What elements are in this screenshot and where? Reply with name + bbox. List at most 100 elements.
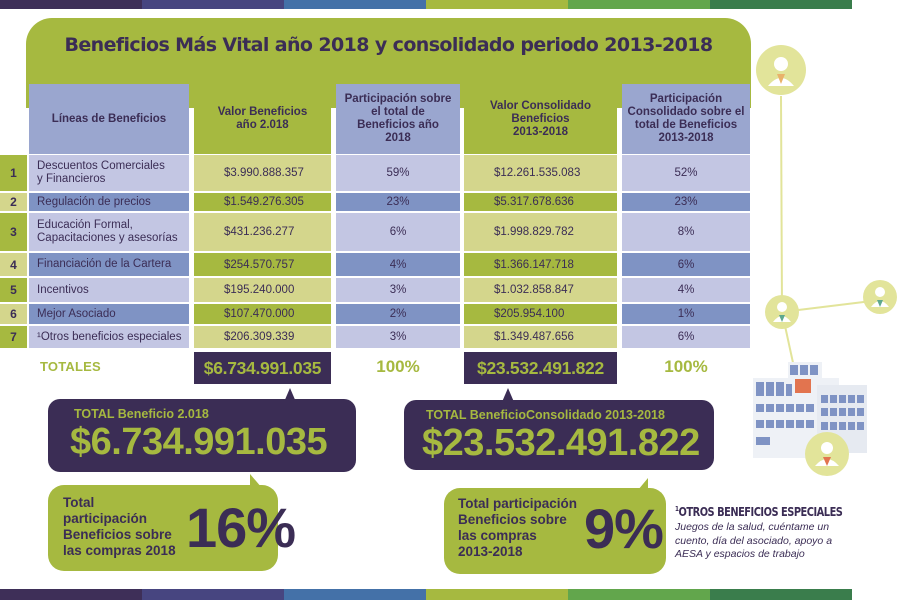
stripe-segment xyxy=(284,0,426,9)
stripe-segment xyxy=(0,589,142,600)
table-row: 5 Incentivos $195.240.000 3% $1.032.858.847 4… xyxy=(0,278,750,302)
cell-part-consolidado: 8% xyxy=(622,213,750,251)
cell-valor-consolidado: $1.349.487.656 xyxy=(464,326,617,348)
stripe-segment xyxy=(568,0,710,9)
row-label: Regulación de precios xyxy=(29,193,189,211)
callout-part-2018: Total participación Beneficios sobre las… xyxy=(48,485,296,571)
row-number: 1 xyxy=(0,155,27,191)
row-number: 7 xyxy=(0,326,27,348)
row-number: 4 xyxy=(0,253,27,276)
table-row: 2 Regulación de precios $1.549.276.305 23% $… xyxy=(0,193,750,211)
cell-part-2018: 3% xyxy=(336,326,460,348)
footnote-body: Juegos de la salud, cuéntame un cuento, … xyxy=(675,521,833,560)
cell-part-2018: 4% xyxy=(336,253,460,276)
total-part-2018: 100% xyxy=(376,357,420,376)
callout-tail xyxy=(250,474,262,488)
header-line: 2018 xyxy=(385,132,411,144)
callout-line: Beneficios sobre xyxy=(63,527,172,542)
page-title: Beneficios Más Vital año 2018 y consolid… xyxy=(64,34,713,56)
footnote: 1OTROS BENEFICIOS ESPECIALES Juegos de l… xyxy=(675,505,895,562)
row-label-line: y Financieros xyxy=(37,173,106,185)
cell-part-consolidado: 6% xyxy=(622,326,750,348)
callout-part-2018-value: 16% xyxy=(186,496,296,559)
row-label-line: Regulación de precios xyxy=(37,195,151,208)
cell-valor-2018: $431.236.277 xyxy=(194,213,331,251)
totals-label: TOTALES xyxy=(40,359,101,374)
header-lineas: Líneas de Beneficios xyxy=(29,84,189,154)
building-icon xyxy=(753,362,867,458)
stripe-segment xyxy=(426,0,568,9)
cell-part-consolidado: 52% xyxy=(622,155,750,191)
total-valor-consolidado: $23.532.491.822 xyxy=(464,352,617,384)
row-label-line: Capacitaciones y asesorías xyxy=(37,232,178,244)
row-label: Financiación de la Cartera xyxy=(29,253,189,276)
cell-valor-2018: $195.240.000 xyxy=(194,278,331,302)
header-part-consolidado-text: Participación Consolidado sobre el total… xyxy=(628,93,745,145)
row-number: 5 xyxy=(0,278,27,302)
header-part-consolidado: Participación Consolidado sobre el total… xyxy=(622,84,750,154)
table-row: 7 ¹Otros beneficios especiales $206.309.33… xyxy=(0,326,750,348)
cell-valor-2018: $1.549.276.305 xyxy=(194,193,331,211)
table-row: 1 Descuentos Comerciales y Financieros $3.9… xyxy=(0,155,750,191)
header-lineas-text: Líneas de Beneficios xyxy=(51,112,167,125)
total-part-consolidado: 100% xyxy=(664,357,708,376)
header-valor-consolidado-text: Valor Consolidado Beneficios 2013-2018 xyxy=(490,100,591,139)
callout-total-2018-value: $6.734.991.035 xyxy=(70,421,328,463)
row-label-text: Educación Formal, Capacitaciones y asesor… xyxy=(37,219,178,245)
cell-part-consolidado: 23% xyxy=(622,193,750,211)
row-label-text: Financiación de la Cartera xyxy=(37,258,171,271)
header-line: Valor Consolidado xyxy=(490,99,591,112)
callout-part-2018-text: Total participación Beneficios sobre las… xyxy=(63,495,176,559)
cell-valor-2018: $3.990.888.357 xyxy=(194,155,331,191)
row-label-text: Mejor Asociado xyxy=(37,308,116,321)
row-label: Descuentos Comerciales y Financieros xyxy=(29,155,189,191)
cell-valor-consolidado: $1.032.858.847 xyxy=(464,278,617,302)
callout-part-consolidado: Total participación Beneficios sobre las… xyxy=(444,488,666,574)
cell-valor-consolidado: $5.317.678.636 xyxy=(464,193,617,211)
callout-tail xyxy=(284,388,296,402)
callout-total-consolidado-value: $23.532.491.822 xyxy=(422,422,700,464)
cell-valor-consolidado: $205.954.100 xyxy=(464,304,617,324)
header-valor-2018-text: Valor Beneficios año 2.018 xyxy=(218,106,307,132)
header-line: año 2.018 xyxy=(236,119,289,131)
callout-total-consolidado-label: TOTAL BeneficioConsolidado 2013-2018 xyxy=(426,408,665,422)
callout-part-consolidado-value: 9% xyxy=(584,497,664,560)
cell-valor-consolidado: $1.998.829.782 xyxy=(464,213,617,251)
callout-total-2018-label: TOTAL Beneficio 2.018 xyxy=(74,407,209,421)
header-line: Consolidado sobre el xyxy=(627,106,745,118)
callout-line: Beneficios sobre xyxy=(458,512,567,527)
cell-valor-2018: $107.470.000 xyxy=(194,304,331,324)
row-label-line: Financiación de la Cartera xyxy=(37,258,172,270)
callout-tail xyxy=(502,388,514,402)
connector-lines xyxy=(780,95,881,396)
header-line: Valor Beneficios xyxy=(217,106,308,118)
table-row: 6 Mejor Asociado $107.470.000 2% $205.954.10… xyxy=(0,304,750,324)
cell-part-consolidado: 4% xyxy=(622,278,750,302)
row-number: 2 xyxy=(0,193,27,211)
footnote-marker: 1 xyxy=(675,505,679,513)
header-part-2018: Participación sobre el total de Benefici… xyxy=(336,84,460,154)
row-label-text: Incentivos xyxy=(37,284,89,297)
person-icon xyxy=(756,45,806,95)
row-number: 6 xyxy=(0,304,27,324)
row-label-text: Regulación de precios xyxy=(37,196,151,209)
total-valor-2018: $6.734.991.035 xyxy=(194,352,331,384)
callout-line: participación xyxy=(63,511,148,526)
row-label-line: Incentivos xyxy=(37,283,89,296)
row-label: Educación Formal, Capacitaciones y asesor… xyxy=(29,213,189,251)
header-part-2018-text: Participación sobre el total de Benefici… xyxy=(345,93,452,145)
table-row: 3 Educación Formal, Capacitaciones y aseso… xyxy=(0,213,750,251)
row-label-text: Descuentos Comerciales y Financieros xyxy=(37,160,165,186)
cell-part-consolidado: 6% xyxy=(622,253,750,276)
cell-valor-2018: $206.309.339 xyxy=(194,326,331,348)
header-valor-2018: Valor Beneficios año 2.018 xyxy=(194,84,331,154)
header-line: Participación sobre xyxy=(344,93,452,105)
cell-part-2018: 23% xyxy=(336,193,460,211)
top-color-stripe xyxy=(0,0,852,9)
callout-line: las compras 2018 xyxy=(63,543,176,558)
stripe-segment xyxy=(0,0,142,9)
row-label-line: Descuentos Comerciales xyxy=(37,160,165,172)
header-line: total de Beneficios xyxy=(634,119,738,131)
callout-line: Total participación xyxy=(458,496,578,511)
cell-part-2018: 3% xyxy=(336,278,460,302)
